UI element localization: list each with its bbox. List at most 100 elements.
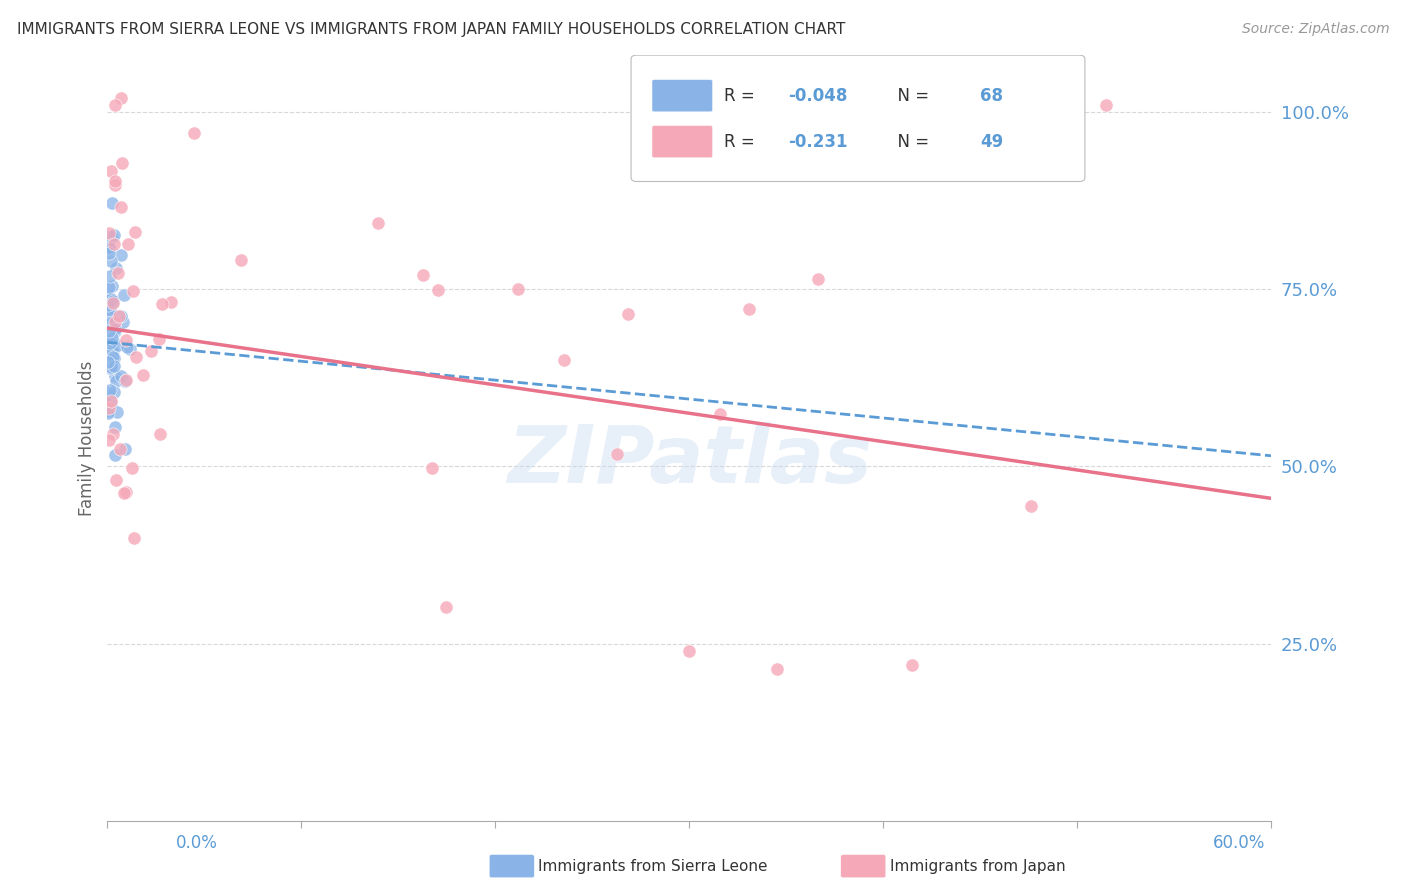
Point: [115, 484, 138, 499]
Point: [97, 337, 120, 351]
Text: Source: ZipAtlas.com: Source: ZipAtlas.com: [1241, 22, 1389, 37]
Point: [108, 309, 131, 323]
Text: N =: N =: [887, 133, 935, 151]
Point: [98, 360, 121, 375]
Point: [97, 349, 120, 363]
Point: [100, 303, 122, 318]
Point: [149, 426, 172, 441]
Text: N =: N =: [887, 87, 935, 104]
Point: [104, 178, 127, 193]
Point: [104, 314, 127, 328]
Point: [103, 350, 125, 364]
Point: [107, 338, 129, 352]
Point: [98, 226, 121, 240]
Point: [104, 368, 127, 383]
Point: [229, 252, 252, 267]
Point: [412, 268, 434, 283]
Point: [125, 350, 148, 364]
Point: [97, 387, 120, 401]
Point: [100, 254, 122, 268]
Point: [117, 237, 139, 252]
FancyBboxPatch shape: [631, 55, 1085, 181]
Point: [100, 228, 122, 243]
Point: [100, 268, 122, 283]
Text: -0.231: -0.231: [789, 133, 848, 151]
Point: [100, 393, 122, 408]
Text: 68: 68: [980, 87, 1002, 104]
Point: [434, 599, 457, 614]
Point: [97, 385, 120, 400]
Point: [131, 368, 153, 383]
Point: [97, 240, 120, 254]
Point: [104, 474, 127, 488]
Point: [97, 355, 120, 369]
Point: [112, 485, 135, 500]
Point: [100, 309, 122, 323]
Point: [97, 242, 120, 256]
Point: [101, 344, 124, 359]
Point: [901, 658, 924, 673]
Point: [420, 461, 443, 475]
Point: [110, 247, 132, 261]
Point: [110, 155, 132, 169]
Text: 60.0%: 60.0%: [1213, 834, 1265, 852]
Text: -0.048: -0.048: [789, 87, 848, 104]
Point: [426, 284, 449, 298]
Point: [112, 287, 135, 301]
Text: R =: R =: [724, 133, 765, 151]
Point: [103, 385, 125, 400]
Point: [122, 284, 145, 298]
Point: [678, 644, 700, 658]
Point: [100, 356, 122, 370]
Point: [115, 334, 138, 348]
Point: [617, 307, 640, 321]
Point: [1095, 97, 1118, 112]
Point: [103, 359, 125, 373]
Point: [104, 174, 127, 188]
Point: [98, 242, 121, 256]
Point: [110, 91, 132, 105]
Point: [104, 448, 127, 462]
Point: [709, 407, 731, 421]
FancyBboxPatch shape: [652, 126, 713, 158]
Point: [97, 406, 120, 420]
Point: [122, 531, 145, 545]
Point: [108, 442, 131, 456]
FancyBboxPatch shape: [652, 79, 713, 112]
Text: Immigrants from Japan: Immigrants from Japan: [890, 859, 1066, 873]
Point: [121, 461, 143, 475]
Point: [606, 447, 628, 461]
Point: [100, 345, 122, 359]
Point: [100, 354, 122, 368]
Point: [98, 279, 121, 293]
Point: [100, 314, 122, 328]
Point: [97, 246, 120, 260]
Point: [105, 404, 128, 418]
Point: [101, 230, 124, 244]
Point: [103, 351, 125, 365]
Point: [100, 353, 122, 368]
Point: [105, 261, 128, 276]
Text: ZIPatlas: ZIPatlas: [506, 422, 872, 500]
Point: [98, 310, 121, 324]
Point: [98, 299, 121, 313]
Point: [115, 340, 138, 354]
Point: [98, 335, 121, 350]
Point: [97, 293, 120, 307]
Point: [111, 315, 134, 329]
Point: [104, 420, 127, 434]
Point: [100, 163, 122, 178]
Point: [114, 442, 136, 457]
Point: [97, 287, 120, 301]
Point: [98, 401, 121, 415]
Point: [107, 266, 129, 280]
Point: [765, 661, 787, 675]
Point: [100, 331, 122, 345]
Point: [100, 344, 122, 359]
Text: 0.0%: 0.0%: [176, 834, 218, 852]
Point: [506, 282, 529, 296]
Point: [114, 373, 136, 387]
Point: [98, 326, 121, 340]
Point: [367, 216, 389, 230]
Point: [807, 272, 830, 286]
